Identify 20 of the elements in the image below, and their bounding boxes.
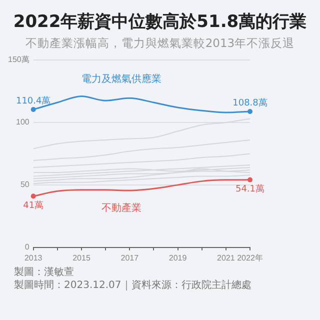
- data-label: 41萬: [23, 200, 44, 212]
- text: 製圖：漢敏萱: [14, 266, 75, 279]
- x-tick-label: 2019: [168, 253, 188, 262]
- x-tick-label: 2017: [120, 253, 140, 262]
- x-tick-label: 2015: [72, 253, 91, 262]
- data-label: 54.1萬: [235, 184, 265, 195]
- x-tick-label: 2021: [217, 253, 236, 262]
- y-tick-label: 50: [20, 180, 30, 190]
- x-tick-label: 2013: [24, 253, 43, 262]
- chart-subtitle: 不動產業漲幅高，電力與燃氣業較2013年不漲反退: [24, 36, 296, 50]
- text: 製圖時間：2023.12.07｜資料來源：行政院主計總處: [14, 279, 252, 292]
- y-tick-label: 100: [16, 118, 30, 127]
- y-tick-label: 150萬: [8, 55, 30, 64]
- series-label: 不動產業: [102, 202, 142, 214]
- data-label: 108.8萬: [232, 97, 268, 108]
- data-label: 110.4萬: [16, 95, 51, 106]
- x-tick-label: 2022年: [237, 253, 263, 262]
- y-tick-label: 0: [24, 242, 30, 252]
- series-label: 電力及燃氣供應業: [82, 72, 162, 85]
- chart-title: 2022年薪資中位數高於51.8萬的行業: [12, 12, 308, 32]
